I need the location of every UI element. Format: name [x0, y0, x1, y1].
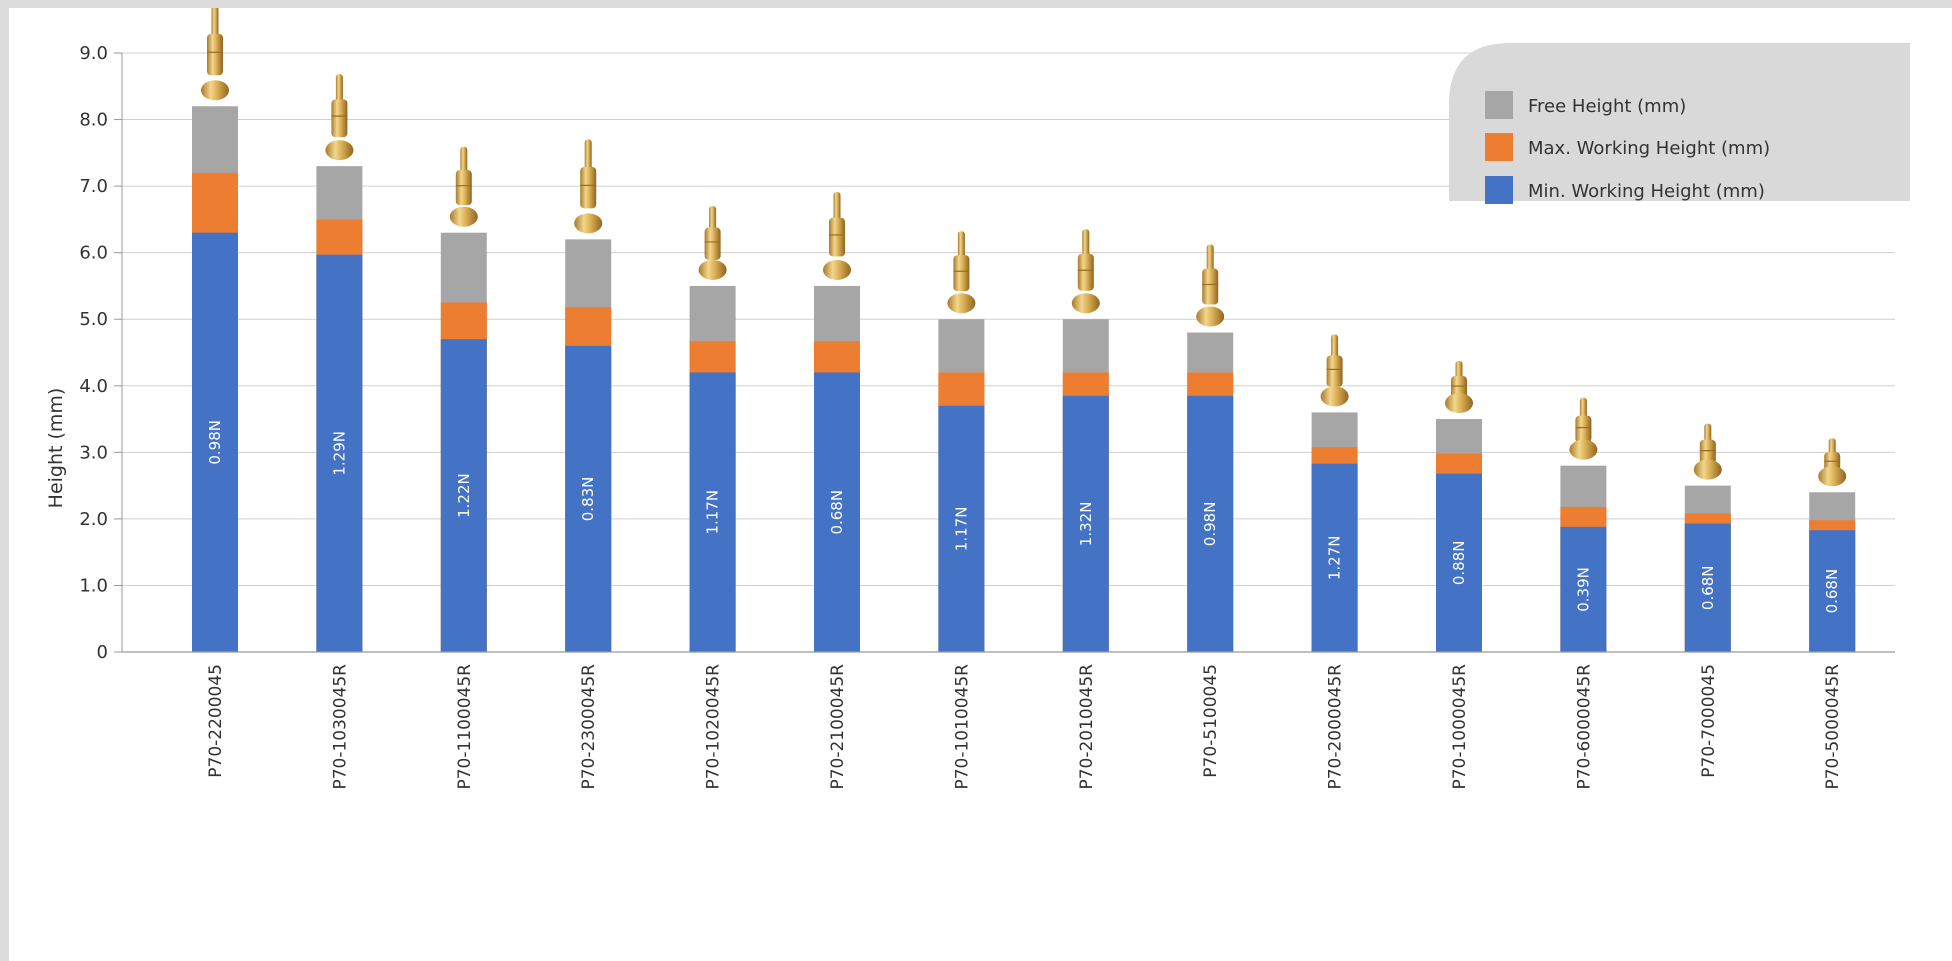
x-category-label: P70-2100045R — [828, 664, 848, 790]
axes: 0 1.0 2.0 3.0 4.0 5.0 6.0 7.0 8.0 9.0 P70-2200045 P… — [79, 43, 1895, 790]
pogo-pin-icon — [449, 146, 478, 227]
bar-min-working-height — [689, 372, 736, 652]
y-tick-label: 9.0 — [79, 43, 108, 64]
x-category-label: P70-2010045R — [1077, 664, 1097, 790]
spring-force-label: 1.32N — [1077, 502, 1095, 547]
bar-min-working-height — [1560, 526, 1607, 652]
spring-force-label: 0.83N — [579, 477, 597, 522]
spring-force-label: 0.98N — [1201, 502, 1219, 547]
spring-force-label: 1.29N — [330, 431, 348, 476]
bar-min-working-height — [1187, 395, 1234, 652]
y-tick-label: 1.0 — [79, 575, 108, 596]
spring-force-label: 0.39N — [1574, 567, 1592, 612]
pogo-pin-icon — [574, 139, 603, 234]
bar-min-working-height — [316, 254, 363, 652]
y-tick-label: 2.0 — [79, 509, 108, 530]
spring-force-label: 1.17N — [704, 490, 722, 535]
pogo-pin-icon — [1071, 229, 1100, 314]
x-category-label: P70-1030045R — [330, 664, 350, 790]
x-category-label: P70-2200045 — [206, 664, 226, 778]
y-tick-label: 6.0 — [79, 243, 108, 264]
legend-label-min-working-height: Min. Working Height (mm) — [1528, 181, 1765, 202]
bar-min-working-height — [565, 345, 612, 652]
bar-min-working-height — [938, 405, 985, 652]
y-tick-label: 7.0 — [79, 176, 108, 197]
y-tick-label: 0 — [97, 642, 108, 663]
x-category-label: P70-5000045R — [1823, 664, 1843, 790]
legend-label-free-height: Free Height (mm) — [1528, 96, 1686, 117]
bar-min-working-height — [440, 339, 487, 652]
spring-force-label: 1.17N — [952, 507, 970, 552]
spring-force-label: 1.22N — [455, 473, 473, 518]
pin-images — [201, 8, 1847, 487]
legend-swatch-min-working-height — [1485, 176, 1513, 204]
gridlines — [122, 52, 1895, 586]
pogo-pin-icon — [1569, 397, 1598, 460]
legend-swatch-free-height — [1485, 91, 1513, 119]
pogo-pin-icon — [823, 191, 851, 280]
x-category-label: P70-7000045 — [1699, 664, 1719, 778]
legend-background — [1449, 43, 1910, 201]
legend: Free Height (mm) Max. Working Height (mm… — [1449, 43, 1910, 204]
bar-min-working-height — [1684, 523, 1731, 652]
spring-force-label: 0.98N — [206, 420, 224, 465]
y-tick-label: 3.0 — [79, 442, 108, 463]
pogo-pin-icon — [201, 8, 229, 101]
x-category-label: P70-5100045 — [1201, 664, 1221, 778]
y-tick-label: 4.0 — [79, 376, 108, 397]
y-tick-label: 5.0 — [79, 309, 108, 330]
x-category-label: P70-6000045R — [1574, 664, 1594, 790]
spring-force-label: 0.68N — [1823, 569, 1841, 614]
pogo-pin-icon — [1818, 438, 1847, 487]
legend-label-max-working-height: Max. Working Height (mm) — [1528, 138, 1770, 159]
stacked-bar-chart: 0.98N 1.29N 1.22N 0.83N 1.17N 0.68N 1.17N 1.32N… — [45, 8, 1910, 790]
pogo-pin-icon — [1320, 334, 1349, 407]
pogo-pin-icon — [1445, 361, 1473, 414]
y-axis-title: Height (mm) — [45, 388, 67, 509]
y-tick-label: 8.0 — [79, 110, 108, 131]
x-category-label: P70-1020045R — [704, 664, 724, 790]
spring-force-label: 0.68N — [828, 490, 846, 535]
pogo-pin-icon — [1693, 423, 1722, 480]
bar-min-working-height — [814, 372, 860, 652]
x-category-label: P70-2300045R — [579, 664, 599, 790]
x-category-label: P70-1010045R — [952, 664, 972, 790]
chart-panel: 0.98N 1.29N 1.22N 0.83N 1.17N 0.68N 1.17N 1.32N… — [9, 8, 1952, 961]
spring-force-label: 0.88N — [1450, 541, 1468, 586]
pogo-pin-icon — [1196, 244, 1225, 327]
bars: 0.98N 1.29N 1.22N 0.83N 1.17N 0.68N 1.17N 1.32N… — [192, 106, 1856, 653]
bar-min-working-height — [192, 232, 238, 652]
bar-min-working-height — [1436, 473, 1482, 652]
spring-force-label: 1.27N — [1326, 536, 1344, 581]
x-category-label: P70-1100045R — [455, 664, 475, 790]
pogo-pin-icon — [325, 74, 354, 161]
bar-min-working-height — [1311, 463, 1358, 652]
bar-min-working-height — [1809, 530, 1856, 652]
x-category-label: P70-1000045R — [1450, 664, 1470, 790]
pogo-pin-icon — [947, 231, 976, 314]
x-category-label: P70-2000045R — [1326, 664, 1346, 790]
spring-force-label: 0.68N — [1699, 565, 1717, 610]
pogo-pin-icon — [698, 205, 727, 280]
bar-min-working-height — [1062, 395, 1109, 652]
legend-swatch-max-working-height — [1485, 133, 1513, 161]
